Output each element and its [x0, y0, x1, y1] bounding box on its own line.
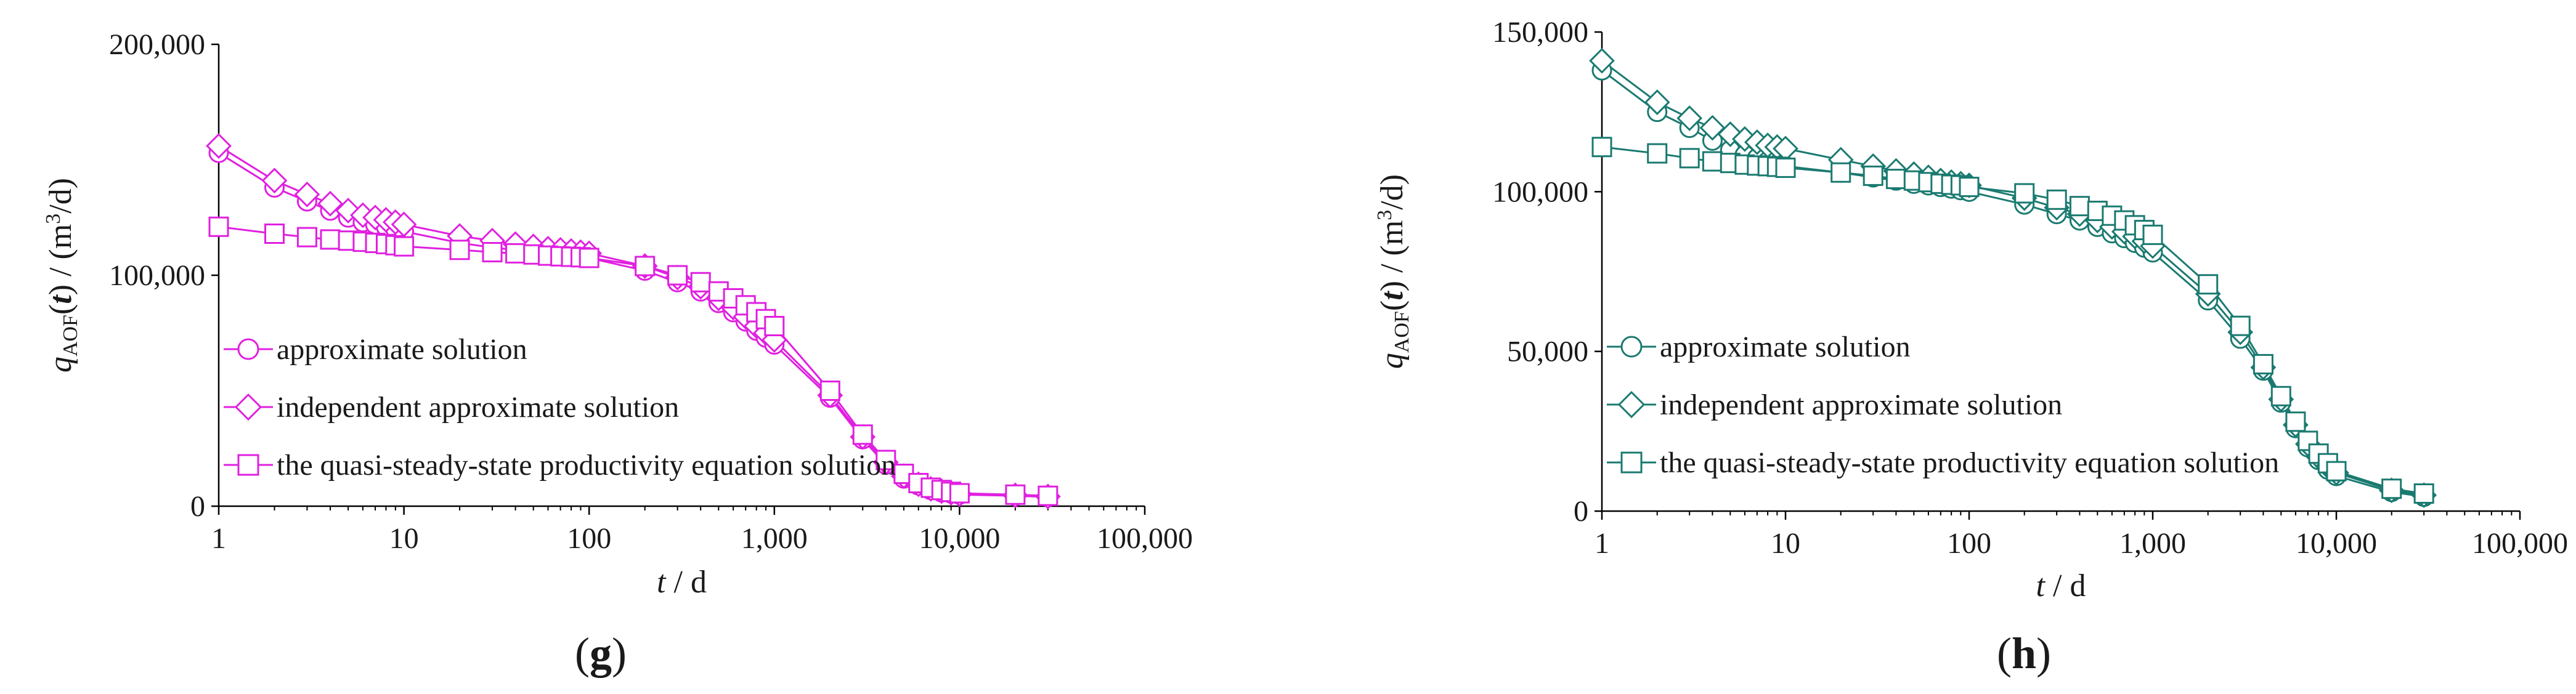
- data-point-h-square: [2285, 411, 2306, 432]
- data-point-g-square: [876, 450, 896, 470]
- data-point-g-square: [505, 243, 526, 264]
- x-axis-label-g: t / d: [657, 565, 707, 600]
- data-point-g-diamond: [206, 133, 232, 159]
- y-tick-label-g: 100,000: [109, 259, 205, 292]
- data-point-g-square: [667, 265, 688, 286]
- panel-label-h: (h): [1997, 629, 2051, 678]
- y-tick-label-g: 200,000: [109, 28, 205, 61]
- x-axis-label-h: t / d: [2036, 568, 2086, 603]
- x-tick-label-h: 10: [1771, 527, 1800, 560]
- data-point-h-square: [2142, 224, 2163, 245]
- legend-marker-h-square: [1620, 451, 1643, 474]
- legend-label-g-square: the quasi-steady-state productivity equa…: [277, 449, 896, 482]
- y-tick-label-g: 0: [190, 490, 205, 523]
- x-tick-label-g: 1,000: [741, 522, 808, 555]
- x-tick-label-g: 10,000: [919, 522, 1000, 555]
- data-point-h-square: [1830, 162, 1851, 183]
- data-point-h-square: [2014, 183, 2035, 204]
- data-point-h-square: [1959, 177, 1980, 198]
- data-point-g-square: [635, 256, 656, 276]
- y-tick-label-h: 50,000: [1507, 336, 1588, 368]
- data-point-h-square: [2198, 274, 2219, 295]
- data-point-h-square: [2381, 478, 2402, 499]
- legend-label-h-diamond: independent approximate solution: [1660, 389, 2062, 421]
- y-axis-label-g: qAOF(t) / (m3/d): [42, 178, 82, 373]
- y-tick-label-h: 150,000: [1492, 16, 1588, 49]
- legend-label-h-square: the quasi-steady-state productivity equa…: [1660, 446, 2279, 479]
- legend-label-g-diamond: independent approximate solution: [277, 391, 679, 424]
- data-point-h-square: [2270, 385, 2291, 406]
- x-tick-label-h: 100: [1947, 527, 1991, 560]
- x-tick-label-h: 1,000: [2119, 527, 2186, 560]
- data-point-g-square: [482, 242, 503, 262]
- chart-g-svg: 0 100,000 200,000 1 10 100 1,000 10,000 100,000 a…: [42, 28, 1193, 678]
- y-tick-label-h: 0: [1574, 495, 1588, 528]
- data-point-g-square: [208, 216, 229, 237]
- data-point-h-diamond: [1676, 105, 1703, 131]
- x-tick-label-g: 100: [567, 522, 611, 555]
- data-point-g-square: [949, 483, 970, 504]
- legend-marker-h-circle: [1620, 336, 1643, 358]
- x-tick-label-g: 100,000: [1097, 522, 1193, 555]
- data-point-g-diamond: [294, 181, 320, 208]
- data-point-g-square: [1038, 485, 1058, 506]
- data-point-g-square: [449, 240, 470, 260]
- chart-panel-h: 0 50,000 100,000 150,000 1 10 100 1,000 10,000 10…: [1288, 0, 2575, 694]
- data-point-g-square: [296, 227, 317, 248]
- legend-label-h-circle: approximate solution: [1660, 331, 1911, 363]
- y-tick-label-h: 100,000: [1492, 176, 1588, 208]
- legend-marker-g-square: [237, 454, 259, 476]
- chart-h-svg: 0 50,000 100,000 150,000 1 10 100 1,000 10,000 10…: [1373, 16, 2568, 678]
- data-point-h-square: [1679, 148, 1700, 169]
- data-point-h-diamond: [1589, 47, 1615, 74]
- legend-label-g-circle: approximate solution: [277, 333, 527, 366]
- data-point-h-square: [1775, 157, 1796, 178]
- data-point-g-square: [764, 316, 785, 336]
- chart-panel-g: 0 100,000 200,000 1 10 100 1,000 10,000 100,000 a…: [42, 28, 1193, 678]
- x-tick-label-g: 10: [389, 522, 419, 555]
- data-point-h-square: [1702, 151, 1723, 172]
- y-axis-label-h: qAOF(t) / (m3/d): [1373, 174, 1413, 369]
- data-point-g-diamond: [261, 167, 288, 194]
- x-tick-label-h: 100,000: [2472, 527, 2568, 560]
- data-point-h-square: [1863, 165, 1883, 186]
- data-point-g-square: [394, 236, 415, 257]
- data-point-h-square: [1885, 169, 1906, 190]
- data-point-h-square: [2253, 353, 2273, 374]
- data-point-g-diamond: [317, 190, 343, 217]
- panel-label-g: (g): [575, 629, 627, 678]
- series-markers-g-square: [208, 216, 1058, 506]
- legend-marker-g-circle: [237, 338, 259, 360]
- data-point-h-square: [2326, 461, 2347, 482]
- legend-marker-h-diamond: [1617, 390, 1646, 419]
- data-point-g-square: [579, 248, 599, 268]
- data-point-h-square: [1591, 137, 1612, 158]
- series-line-g-diamond: [218, 145, 1048, 498]
- data-point-h-diamond: [1644, 89, 1670, 115]
- x-tick-label-h: 1: [1595, 527, 1609, 560]
- data-point-g-square: [320, 229, 341, 250]
- data-point-g-square: [264, 224, 285, 244]
- data-point-g-square: [852, 424, 873, 445]
- data-point-h-square: [2046, 189, 2067, 210]
- x-tick-label-h: 10,000: [2296, 527, 2377, 560]
- data-point-g-square: [1005, 484, 1026, 505]
- data-point-g-square: [690, 272, 711, 293]
- data-point-g-square: [819, 381, 840, 401]
- data-point-h-square: [2230, 315, 2251, 336]
- data-point-h-square: [2413, 483, 2434, 504]
- legend-marker-g-diamond: [234, 393, 262, 421]
- x-tick-label-g: 1: [211, 522, 226, 555]
- data-point-h-square: [1647, 143, 1668, 164]
- data-point-h-square: [2069, 196, 2090, 217]
- series-markers-h-square: [1591, 137, 2434, 504]
